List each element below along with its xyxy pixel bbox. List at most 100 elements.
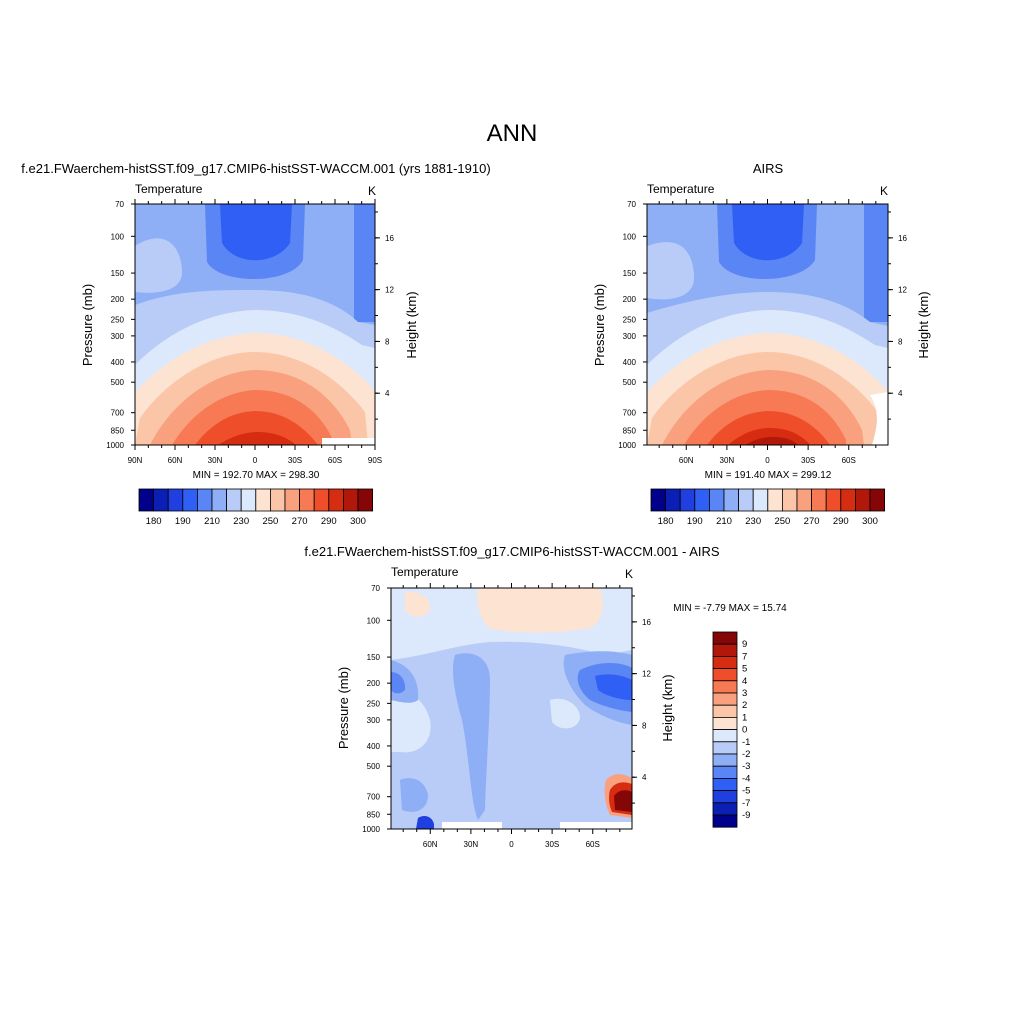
diff-y2-tick-label: 16 (642, 618, 651, 627)
colorbar-swatch (712, 802, 738, 816)
obs-x-tick-label: 60N (679, 456, 694, 465)
colorbar-label: -3 (742, 761, 750, 772)
diff-y-tick-label: 70 (371, 584, 380, 593)
colorbar-swatch (665, 488, 681, 512)
obs-y-tick-label: 300 (623, 332, 637, 341)
obs-y-tick-label: 1000 (618, 441, 636, 450)
colorbar-swatch (712, 765, 738, 779)
colorbar-swatch (712, 753, 738, 767)
colorbar-swatch (226, 488, 242, 512)
obs-y-tick-label: 150 (623, 269, 637, 278)
colorbar-label: 300 (862, 516, 878, 527)
diff-contour-band-pos1 (477, 588, 603, 633)
obs-colorbar: 180 190 210 230 250 270 290 300 (650, 488, 886, 527)
model-contour-band-190 (220, 204, 292, 261)
diff-y-tick-label: 500 (367, 762, 381, 771)
colorbar-label: 5 (742, 664, 747, 675)
obs-contour-band-190 (732, 204, 804, 261)
colorbar-label: -5 (742, 786, 750, 797)
colorbar-label: 290 (321, 516, 337, 527)
diff-contour-band-minus3-north (391, 672, 406, 694)
diff-contour-band-minus5-surface (416, 816, 434, 829)
obs-panel: AIRS Temperature K 60N 30N 0 30S 60S 70 100 150… (592, 161, 931, 527)
diff-missing-data-south (560, 822, 632, 829)
obs-panel-title: AIRS (753, 161, 784, 176)
colorbar-swatch (738, 488, 754, 512)
colorbar-label: 4 (742, 676, 747, 687)
diff-min-max-stats: MIN = -7.79 MAX = 15.74 (673, 603, 787, 614)
obs-y-tick-label: 700 (623, 409, 637, 418)
colorbar-swatch (138, 488, 155, 512)
diff-y2-tick-label: 8 (642, 721, 647, 730)
diff-y-tick-label: 700 (367, 793, 381, 802)
colorbar-swatch (328, 488, 344, 512)
model-panel: f.e21.FWaerchem-histSST.f09_g17.CMIP6-hi… (21, 161, 490, 527)
model-x-tick-label: 60S (328, 456, 342, 465)
colorbar-swatch (712, 643, 738, 657)
obs-y-tick-label: 500 (623, 378, 637, 387)
colorbar-swatch (650, 488, 667, 512)
colorbar-swatch (712, 680, 738, 694)
colorbar-swatch (712, 741, 738, 755)
colorbar-label: -2 (742, 749, 750, 760)
model-colorbar: 180 190 210 230 250 270 290 300 (138, 488, 374, 527)
colorbar-label: 190 (687, 516, 703, 527)
colorbar-swatch (182, 488, 198, 512)
model-y-tick-label: 500 (111, 378, 125, 387)
colorbar-swatch (712, 656, 738, 670)
colorbar-swatch (712, 668, 738, 682)
diff-panel: f.e21.FWaerchem-histSST.f09_g17.CMIP6-hi… (304, 544, 787, 849)
diff-contour-band-minus2-tropics (452, 653, 490, 820)
colorbar-swatch (767, 488, 783, 512)
model-y-tick-label: 100 (111, 232, 125, 241)
diff-y-tick-label: 300 (367, 716, 381, 725)
diff-y-tick-label: 100 (367, 616, 381, 625)
colorbar-swatch (211, 488, 228, 512)
diff-y-tick-label: 850 (367, 810, 381, 819)
obs-y2-tick-label: 8 (898, 337, 903, 346)
colorbar-label: 9 (742, 639, 747, 650)
obs-y-axis-title: Pressure (mb) (592, 284, 607, 366)
colorbar-swatch (712, 704, 738, 718)
colorbar-label: -1 (742, 737, 750, 748)
model-x-tick-label: 90S (368, 456, 382, 465)
colorbar-label: 270 (292, 516, 308, 527)
colorbar-swatch (855, 488, 871, 512)
colorbar-swatch (709, 488, 725, 512)
obs-contour-band-300 (745, 437, 798, 445)
model-y2-tick-label: 8 (385, 337, 390, 346)
model-x-tick-label: 60N (168, 456, 183, 465)
colorbar-swatch (712, 814, 738, 828)
colorbar-label: -9 (742, 810, 750, 821)
model-y-tick-label: 200 (111, 295, 125, 304)
obs-contour-field (647, 204, 888, 445)
colorbar-swatch (723, 488, 740, 512)
colorbar-swatch (342, 488, 359, 512)
colorbar-label: -7 (742, 798, 750, 809)
obs-y2-tick-label: 16 (898, 234, 907, 243)
model-y-tick-label: 850 (111, 426, 125, 435)
diff-contour-band-0-north (391, 690, 431, 753)
diff-x-tick-label: 0 (509, 840, 514, 849)
diff-y2-axis-title: Height (km) (660, 674, 675, 741)
diff-y-tick-label: 250 (367, 699, 381, 708)
obs-y2-tick-label: 12 (898, 286, 907, 295)
colorbar-label: 2 (742, 700, 747, 711)
diff-contour-band-minus2-surface-north (400, 778, 428, 812)
colorbar-label: 230 (233, 516, 249, 527)
model-y2-tick-label: 4 (385, 389, 390, 398)
colorbar-swatch (313, 488, 330, 512)
diff-panel-title: f.e21.FWaerchem-histSST.f09_g17.CMIP6-hi… (304, 544, 720, 559)
diff-contour-band-pos1-north (405, 591, 431, 617)
diff-x-tick-label: 60S (586, 840, 600, 849)
model-x-tick-label: 0 (253, 456, 258, 465)
colorbar-swatch (811, 488, 827, 512)
colorbar-swatch (240, 488, 257, 512)
colorbar-swatch (712, 692, 738, 706)
diff-missing-data-north (442, 822, 502, 829)
colorbar-label: 190 (175, 516, 191, 527)
colorbar-swatch (840, 488, 856, 512)
colorbar-swatch (825, 488, 842, 512)
colorbar-swatch (752, 488, 769, 512)
model-variable-label: Temperature (135, 182, 203, 196)
